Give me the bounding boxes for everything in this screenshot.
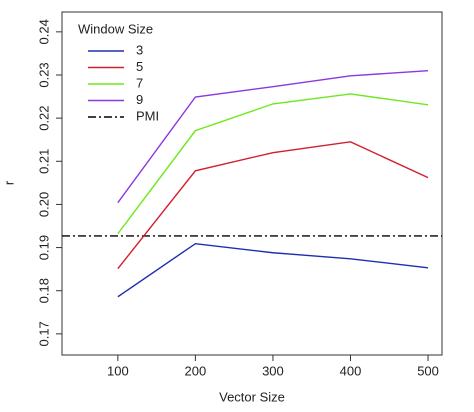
legend-label: 5 [136, 59, 143, 74]
y-tick-label: 0.20 [36, 192, 51, 217]
series-line [117, 141, 429, 270]
x-tick-label: 300 [262, 363, 284, 378]
legend-label: 3 [136, 42, 143, 57]
x-tick-label: 500 [417, 363, 439, 378]
series-line [117, 93, 429, 235]
y-tick-label: 0.23 [36, 62, 51, 87]
series-line [117, 242, 429, 298]
x-tick-label: 200 [185, 363, 207, 378]
x-axis-label: Vector Size [219, 389, 285, 404]
y-tick-label: 0.21 [36, 149, 51, 174]
x-tick-label: 400 [340, 363, 362, 378]
y-tick-label: 0.22 [36, 105, 51, 130]
legend-label: 9 [136, 92, 143, 107]
y-axis-label: r [1, 180, 16, 185]
legend-label: 7 [136, 75, 143, 90]
legend-label: PMI [136, 108, 159, 123]
y-tick-label: 0.17 [36, 321, 51, 346]
plot-frame [61, 11, 443, 356]
legend-title: Window Size [78, 21, 153, 36]
x-tick-label: 100 [107, 363, 129, 378]
series-line [117, 69, 429, 204]
y-tick-label: 0.24 [36, 19, 51, 44]
y-tick-label: 0.18 [36, 278, 51, 303]
y-tick-label: 0.19 [36, 235, 51, 260]
